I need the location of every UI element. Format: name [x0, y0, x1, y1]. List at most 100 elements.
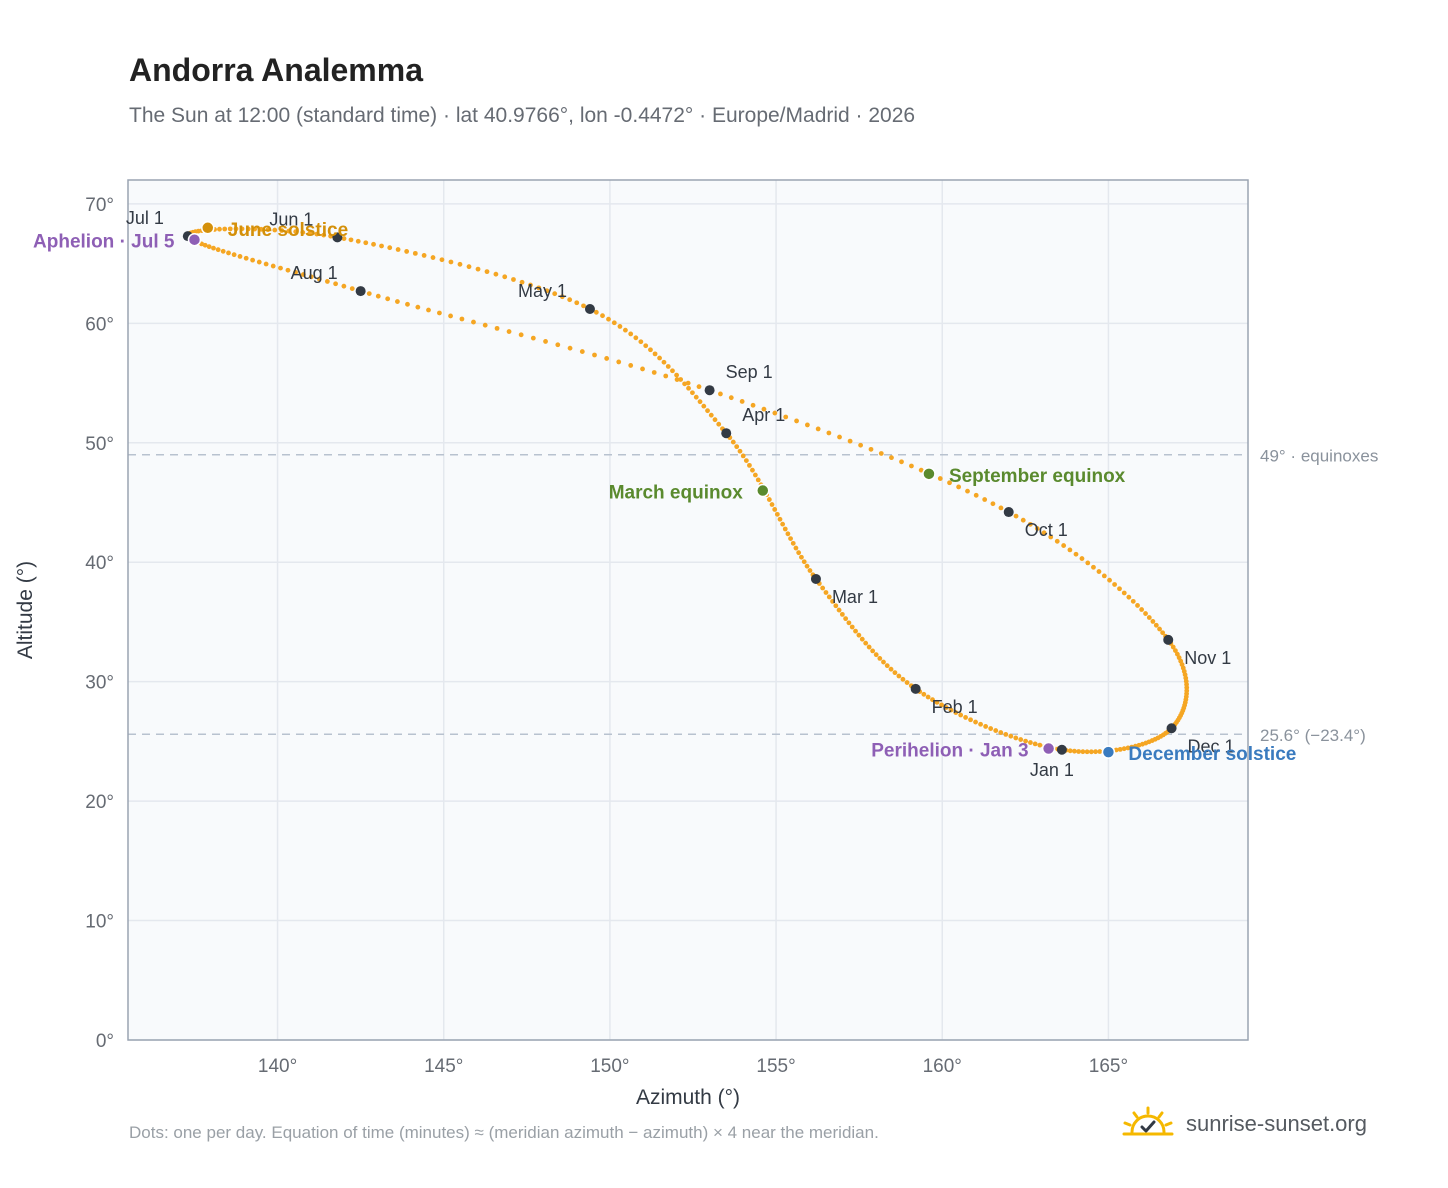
day-dot [1018, 737, 1024, 742]
day-dot [934, 699, 940, 705]
day-dot [661, 359, 667, 365]
day-dot [881, 659, 886, 665]
day-dot [555, 342, 561, 348]
day-dot [567, 345, 573, 351]
day-dot [849, 624, 855, 630]
plot-frame [127, 179, 1249, 1041]
day-dot [543, 339, 548, 344]
month-label: Oct 1 [1025, 520, 1068, 540]
day-dot [973, 492, 979, 498]
day-dot [328, 233, 334, 239]
day-dot [772, 410, 778, 416]
day-dot [1041, 530, 1047, 536]
day-dot [202, 242, 208, 248]
day-dot [847, 438, 853, 444]
day-dot [459, 316, 465, 322]
special-label: March equinox [609, 483, 744, 504]
day-dot [648, 347, 653, 353]
day-dot [395, 299, 400, 304]
day-dot [457, 261, 463, 267]
day-dot [552, 291, 558, 297]
special-marker [1101, 745, 1116, 759]
x-axis-ticks: 140° 145° 150° 155° 160° 165° [258, 1056, 1128, 1077]
day-dot [663, 373, 669, 379]
day-dot [528, 282, 533, 288]
day-dot [990, 501, 996, 507]
day-dot [475, 266, 481, 272]
day-dot [697, 399, 703, 405]
day-dot [734, 444, 740, 450]
day-dot [493, 271, 499, 277]
day-dot [1091, 564, 1096, 570]
day-dot [617, 324, 623, 329]
day-dot [341, 283, 347, 289]
month-label: Feb 1 [932, 697, 978, 717]
day-dot [1067, 748, 1073, 754]
y-tick-label: 30° [85, 673, 114, 694]
day-dot [1146, 615, 1152, 620]
day-dot [628, 331, 634, 337]
day-dot [622, 327, 628, 333]
day-dot [836, 607, 842, 613]
day-dot [544, 288, 550, 294]
day-dot [807, 568, 813, 573]
day-dot [1073, 551, 1079, 557]
day-dot [592, 352, 597, 358]
day-dot [1135, 603, 1140, 608]
day-dot [918, 467, 924, 473]
day-dot [712, 417, 718, 423]
day-dot [593, 309, 599, 315]
day-dot [426, 307, 431, 313]
x-tick-label: 140° [258, 1056, 297, 1077]
day-dot [258, 226, 264, 232]
day-dot [796, 550, 802, 556]
day-dot [785, 531, 791, 537]
x-tick-label: 150° [590, 1056, 629, 1077]
day-dot [638, 339, 644, 345]
day-dot [226, 250, 231, 256]
day-dot [820, 585, 826, 591]
day-dot [536, 285, 542, 291]
day-dot [404, 249, 410, 254]
day-dot [1013, 735, 1019, 741]
day-dot [804, 563, 810, 569]
day-dot [385, 296, 391, 302]
day-dot [1121, 746, 1127, 752]
day-dot [909, 463, 914, 469]
day-dot [750, 467, 755, 473]
day-dot [815, 426, 821, 432]
day-dot [963, 715, 968, 720]
sun-check-icon [1122, 1106, 1174, 1136]
day-dot [278, 265, 283, 271]
day-dot [616, 359, 622, 365]
month-marker [1056, 744, 1067, 755]
month-label: Mar 1 [832, 587, 878, 607]
day-dot [405, 301, 410, 307]
day-dot [657, 355, 662, 361]
day-dot [868, 446, 874, 452]
day-dot [930, 697, 935, 703]
day-dot [559, 294, 565, 300]
day-dot [1153, 622, 1159, 628]
day-dot [300, 230, 306, 235]
day-dot [412, 250, 418, 256]
day-dot [437, 310, 442, 316]
day-dot [574, 300, 580, 306]
day-dot [220, 248, 226, 254]
day-dot [678, 377, 684, 382]
day-dot [341, 236, 347, 241]
day-dot [982, 497, 988, 502]
day-dot [823, 590, 829, 595]
day-dot [888, 666, 894, 672]
day-dot [1020, 517, 1026, 523]
day-dot [1034, 526, 1040, 531]
day-dot [686, 385, 691, 391]
day-dot [263, 261, 269, 267]
day-dot [1061, 543, 1067, 548]
day-dot [581, 303, 586, 309]
day-dot [1013, 513, 1019, 519]
day-dot [993, 728, 999, 733]
chart-title: Andorra Analemma [129, 52, 423, 88]
day-dot [1170, 644, 1176, 650]
day-dot [272, 227, 278, 233]
